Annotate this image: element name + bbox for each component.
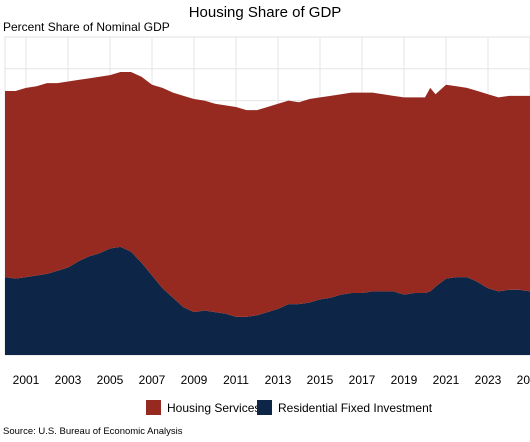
x-tick-label: 2025 [517,373,530,387]
legend: Housing Services Residential Fixed Inves… [0,400,530,420]
legend-swatch-residential-fixed-investment [257,400,272,415]
legend-swatch-housing-services [146,400,161,415]
x-tick-label: 2007 [139,373,166,387]
chart-title: Housing Share of GDP [188,4,342,21]
x-tick-label: 2001 [13,373,40,387]
legend-label-housing-services: Housing Services [167,401,261,415]
area-housing-services [5,71,530,317]
y-axis-title: Percent Share of Nominal GDP [3,20,170,34]
x-tick-label: 2015 [307,373,334,387]
x-tick-label: 2023 [475,373,502,387]
x-tick-label: 2003 [55,373,82,387]
x-tick-label: 2009 [181,373,208,387]
x-tick-label: 2019 [391,373,418,387]
x-axis: 2001 2003 2005 2007 2009 2011 2013 2015 2017 2019… [13,373,530,387]
x-tick-label: 2021 [433,373,460,387]
source-note: Source: U.S. Bureau of Economic Analysis [3,426,183,437]
legend-label-residential-fixed-investment: Residential Fixed Investment [278,401,433,415]
x-tick-label: 2005 [97,373,124,387]
x-tick-label: 2013 [265,373,292,387]
x-tick-label: 2011 [223,373,249,387]
x-tick-label: 2017 [349,373,376,387]
area-series [5,71,530,355]
area-residential-fixed-investment [5,246,530,355]
